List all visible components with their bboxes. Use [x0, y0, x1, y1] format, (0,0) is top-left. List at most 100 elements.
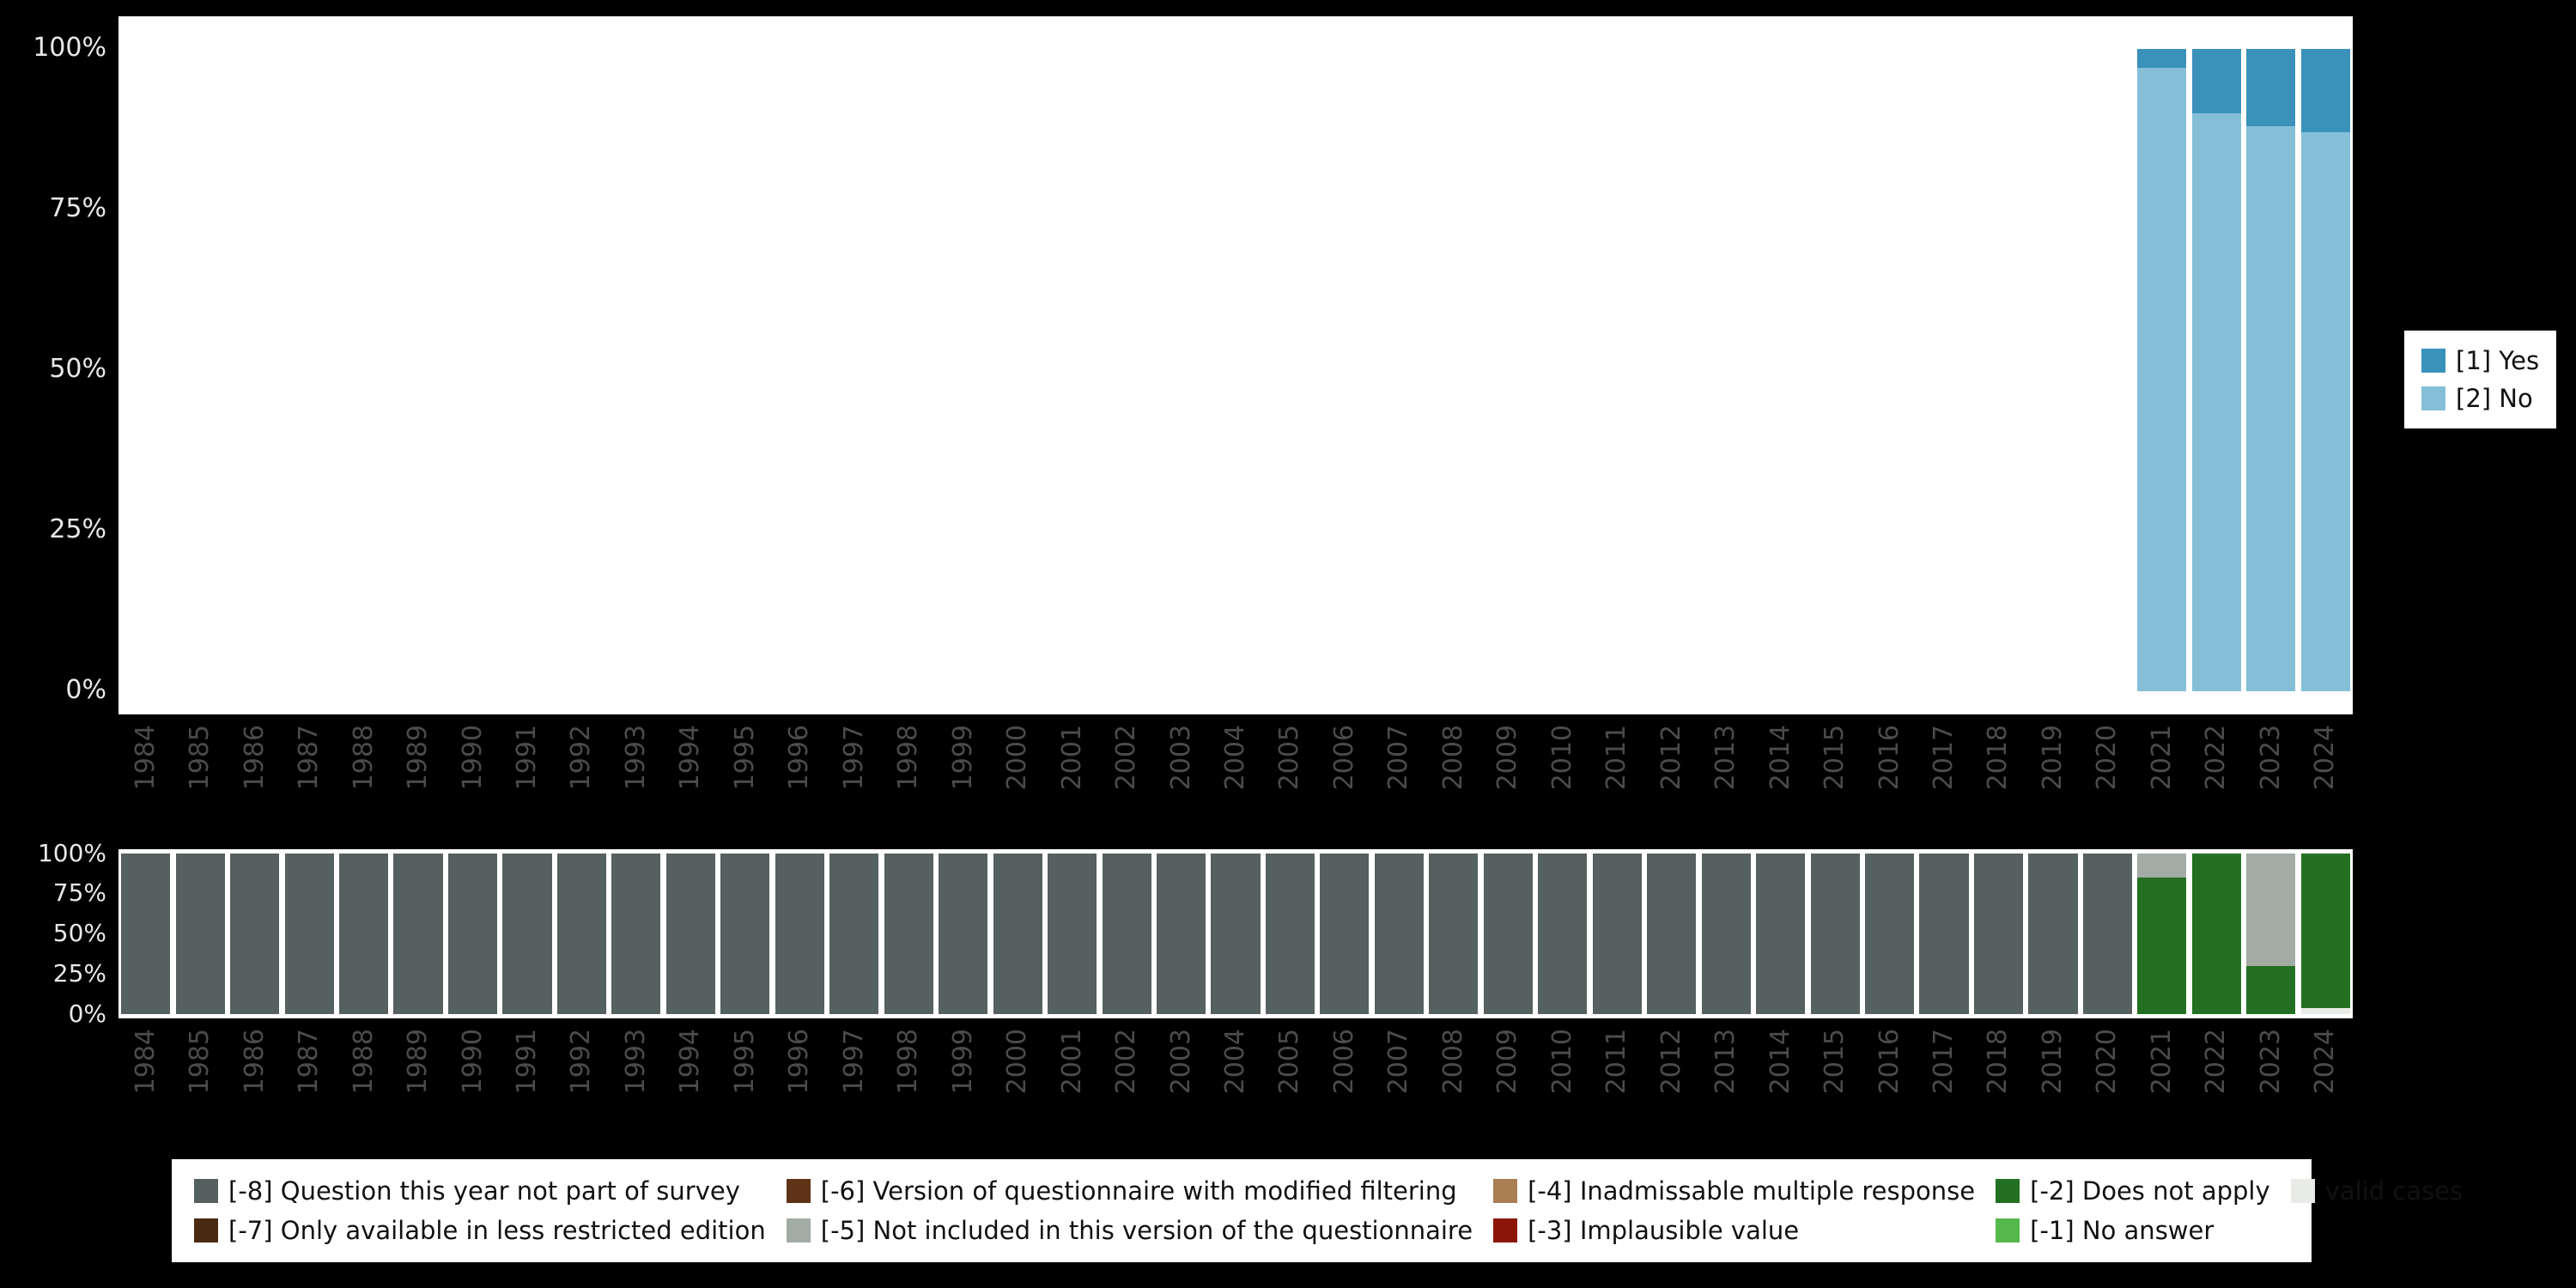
legend-swatch	[194, 1218, 218, 1242]
legend-item: [-5] Not included in this version of the…	[786, 1216, 1473, 1245]
x-axis-tick-label: 1985	[185, 725, 216, 791]
x-axis-tick-label: 1989	[403, 725, 434, 791]
x-axis-tick-label: 2013	[1710, 725, 1741, 791]
x-axis-tick-label: 1994	[675, 1029, 706, 1095]
bar-segment	[393, 854, 443, 1014]
bar-segment	[339, 854, 389, 1014]
y-axis-tick-label: 0%	[68, 999, 106, 1028]
legend-label: [-3] Implausible value	[1528, 1216, 1800, 1245]
bar-segment	[2246, 125, 2296, 691]
x-axis-tick-label: 2023	[2255, 725, 2286, 791]
bar-segment	[1429, 854, 1479, 1014]
bar-segment	[175, 854, 225, 1014]
x-axis-tick-label: 1998	[893, 1029, 924, 1095]
x-axis-tick-label: 2022	[2201, 725, 2232, 791]
legend-swatch	[786, 1218, 811, 1242]
x-axis-tick-label: 2000	[1002, 725, 1033, 791]
legend-label: [-5] Not included in this version of the…	[820, 1216, 1473, 1245]
bar-segment	[2300, 1007, 2350, 1014]
bar-segment	[1592, 854, 1642, 1014]
x-axis-tick-label: 2012	[1656, 725, 1686, 791]
legend-label: [-4] Inadmissable multiple response	[1528, 1176, 1976, 1206]
bar-segment	[502, 854, 552, 1014]
bar-segment	[1973, 854, 2024, 1014]
legend-swatch	[2421, 349, 2445, 373]
legend-swatch	[1996, 1218, 2020, 1242]
x-axis-tick-label: 1999	[947, 1029, 978, 1095]
x-axis-tick-label: 1988	[348, 1029, 379, 1095]
x-axis-tick-label: 2006	[1328, 1029, 1359, 1095]
x-axis-tick-label: 2023	[2255, 1029, 2286, 1095]
legend-swatch	[2290, 1179, 2315, 1203]
x-axis-tick-label: 2011	[1601, 1029, 1632, 1095]
bar-segment	[2246, 965, 2296, 1014]
bar-segment	[284, 854, 334, 1014]
bar-segment	[2137, 878, 2187, 1014]
x-axis-tick-label: 2007	[1383, 1029, 1414, 1095]
x-axis-tick-label: 2010	[1546, 1029, 1577, 1095]
legend-item: [-8] Question this year not part of surv…	[194, 1176, 766, 1206]
x-axis-tick-label: 1986	[239, 1029, 270, 1095]
legend-item: [-2] Does not apply	[1996, 1176, 2270, 1206]
bar-segment	[2300, 854, 2350, 1008]
x-axis-tick-label: 2020	[2092, 725, 2123, 791]
x-axis-tick-label: 1993	[620, 1029, 651, 1095]
bar-segment	[1701, 854, 1751, 1014]
x-axis-tick-label: 2003	[1165, 1029, 1196, 1095]
x-axis-tick-label: 1987	[294, 1029, 325, 1095]
bar-segment	[2137, 49, 2187, 69]
bar-segment	[556, 854, 606, 1014]
legend-label: [1] Yes	[2456, 346, 2540, 375]
legend-label: [-2] Does not apply	[2030, 1176, 2270, 1206]
x-axis-tick-label: 2000	[1002, 1029, 1033, 1095]
bar-segment	[611, 854, 661, 1014]
x-axis-tick-label: 2022	[2201, 1029, 2232, 1095]
legend-label: valid cases	[2324, 1176, 2464, 1206]
legend-item: [2] No	[2421, 384, 2539, 413]
x-axis-tick-label: 2004	[1220, 1029, 1250, 1095]
bar-segment	[1374, 854, 1424, 1014]
bar-segment	[2191, 49, 2241, 113]
bar-segment	[939, 854, 988, 1014]
x-axis-tick-label: 2010	[1546, 725, 1577, 791]
bar-segment	[1483, 854, 1533, 1014]
x-axis-tick-label: 2013	[1710, 1029, 1741, 1095]
bar-segment	[2082, 854, 2132, 1014]
bar-segment	[1538, 854, 1588, 1014]
x-axis-tick-label: 2012	[1656, 1029, 1686, 1095]
x-axis-tick-label: 1998	[893, 725, 924, 791]
legend-swatch	[1996, 1179, 2020, 1203]
bar-segment	[2191, 112, 2241, 691]
x-axis-tick-label: 2001	[1056, 725, 1087, 791]
legend-label: [-6] Version of questionnaire with modif…	[820, 1176, 1457, 1206]
y-axis-tick-label: 100%	[33, 33, 106, 64]
y-axis-tick-label: 25%	[52, 958, 106, 987]
y-axis-tick-label: 75%	[49, 193, 106, 224]
bar-segment	[2028, 854, 2078, 1014]
x-axis-tick-label: 2006	[1328, 725, 1359, 791]
legend-label: [-7] Only available in less restricted e…	[228, 1216, 766, 1245]
legend-swatch	[194, 1179, 218, 1203]
bar-segment	[2137, 68, 2187, 691]
y-axis-tick-label: 50%	[49, 354, 106, 385]
x-axis-tick-label: 2002	[1111, 1029, 1142, 1095]
bar-segment	[884, 854, 933, 1014]
x-axis-tick-label: 1986	[239, 725, 270, 791]
bar-segment	[2137, 854, 2187, 878]
x-axis-tick-label: 2017	[1929, 725, 1959, 791]
bar-segment	[2246, 49, 2296, 126]
bar-segment	[1320, 854, 1370, 1014]
legend-item: [-3] Implausible value	[1493, 1216, 1975, 1245]
x-axis-tick-label: 1991	[511, 1029, 542, 1095]
x-axis-tick-label: 1984	[130, 1029, 161, 1095]
legend-item: [-1] No answer	[1996, 1216, 2270, 1245]
bar-segment	[1810, 854, 1860, 1014]
missing-values-chart-panel	[118, 849, 2353, 1018]
x-axis-tick-label: 2018	[1983, 725, 2014, 791]
x-axis-tick-label: 2007	[1383, 725, 1414, 791]
x-axis-tick-label: 2001	[1056, 1029, 1087, 1095]
x-axis-tick-label: 2017	[1929, 1029, 1959, 1095]
bar-segment	[720, 854, 770, 1014]
distribution-chart-panel	[118, 16, 2353, 714]
x-axis-tick-label: 1996	[784, 725, 815, 791]
